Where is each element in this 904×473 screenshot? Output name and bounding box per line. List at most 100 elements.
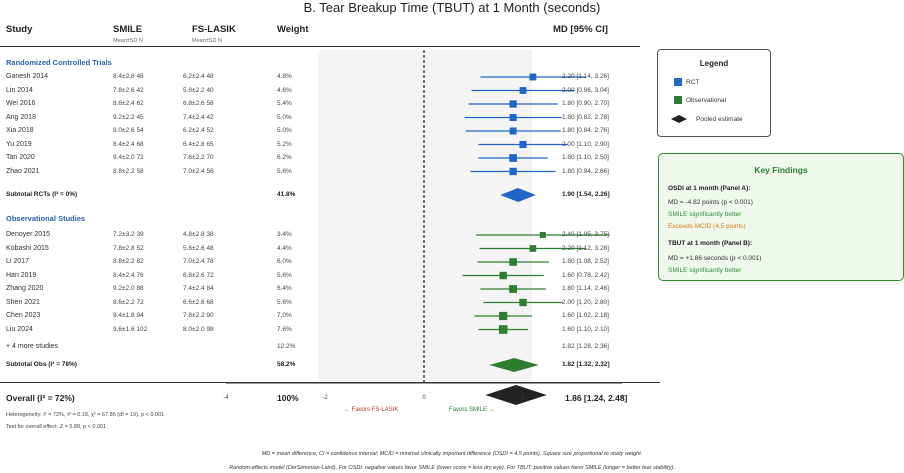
weight-value: 5.6% (277, 167, 292, 175)
smile-value: 8.6±2.4 62 (113, 100, 144, 107)
findings-tbut-better: SMILE significantly better (668, 267, 742, 274)
findings-osdi-md: MD = -4.82 points (p < 0.001) (668, 199, 753, 206)
subtotal-rct-ci: 1.90 [1.54, 2.26] (562, 191, 610, 198)
findings-osdi-better: SMILE significantly better (668, 211, 742, 218)
ci-text: 1.80 [1.10, 2.50] (562, 154, 609, 161)
legend-pooled-diamond (671, 115, 687, 123)
ci-text: 1.60 [0.78, 2.42] (562, 271, 609, 279)
x-tick-label: 2 (521, 395, 525, 401)
smile-value: 8.8±2.2 82 (113, 258, 144, 265)
fs-lasik-value: 7.6±2.2 70 (183, 154, 214, 161)
overall-ci: 1.86 [1.24, 2.48] (565, 393, 628, 403)
study-name: Chen 2023 (6, 312, 41, 319)
legend-obs-label: Observational (686, 97, 727, 104)
ci-text: 2.20 [1.14, 3.26] (562, 73, 609, 80)
fs-lasik-value: 7.0±2.4 56 (183, 167, 214, 175)
header-weight: Weight (277, 24, 309, 35)
study-square (519, 87, 527, 94)
more-studies-weight: 12.2% (277, 343, 296, 350)
study-square (529, 245, 537, 252)
fs-lasik-value: 7.8±2.2 90 (183, 312, 214, 319)
chart-title: B. Tear Breakup Time (TBUT) at 1 Month (… (303, 0, 601, 15)
weight-value: 4.8% (277, 73, 292, 80)
weight-value: 5.6% (277, 298, 292, 306)
fs-lasik-value: 5.6±2.6 48 (183, 244, 214, 252)
weight-value: 5.0% (277, 113, 292, 121)
weight-value: 6.0% (277, 258, 292, 265)
overall-rule (0, 382, 660, 383)
footnote-abbrev: MD = mean difference; CI = confidence in… (261, 451, 643, 457)
subtotal-obs-label: Subtotal Obs (I² = 78%) (6, 361, 77, 368)
ci-text: 1.80 [0.84, 2.76] (562, 127, 609, 134)
header-fs-sub: Mean±SD N (192, 38, 222, 44)
smile-value: 7.8±2.6 42 (113, 86, 144, 94)
weight-value: 4.6% (277, 86, 292, 94)
footnote-model: Random-effects model (DerSimonian-Laird)… (229, 465, 675, 471)
fs-lasik-value: 7.4±2.4 84 (183, 285, 214, 292)
smile-value: 7.2±3.2 39 (113, 231, 144, 238)
study-name: Kobashi 2015 (6, 244, 49, 252)
study-name: Li 2017 (6, 258, 29, 265)
study-square (509, 100, 517, 108)
ci-text: 2.00 [1.20, 2.80] (562, 298, 609, 306)
study-square (509, 258, 517, 266)
study-name: Zhang 2020 (6, 285, 44, 292)
study-square (509, 285, 518, 293)
weight-value: 5.2% (277, 140, 292, 148)
findings-osdi-mcid: Exceeds MCID (4.5 points) (668, 223, 746, 230)
header-study: Study (6, 24, 33, 35)
smile-value: 8.4±2.4 68 (113, 140, 144, 148)
weight-value: 5.4% (277, 100, 292, 107)
legend-title: Legend (699, 59, 729, 68)
findings-tbut-heading: TBUT at 1 month (Panel B): (668, 240, 753, 247)
subtotal-rct-diamond (500, 188, 536, 202)
fs-lasik-value: 6.4±2.8 65 (183, 140, 214, 148)
fs-lasik-value: 4.8±2.8 38 (183, 231, 214, 238)
header-smile: SMILE (113, 24, 143, 35)
overall-weight: 100% (277, 393, 299, 403)
x-tick-label: 4 (620, 395, 624, 401)
ci-text: 1.60 [1.02, 2.18] (562, 312, 609, 319)
ci-text: 1.80 [1.08, 2.52] (562, 258, 609, 265)
subtotal-rct-label: Subtotal RCTs (I² = 0%) (6, 191, 78, 198)
overall-label: Overall (I² = 72%) (6, 393, 75, 403)
fs-lasik-value: 6.6±2.6 68 (183, 298, 214, 306)
overall-diamond (485, 385, 547, 405)
study-name: Yu 2019 (6, 140, 32, 148)
study-square (509, 127, 517, 135)
study-square (509, 154, 517, 162)
study-name: Liu 2024 (6, 325, 33, 333)
study-square (509, 167, 517, 176)
smile-value: 8.8±2.2 58 (113, 167, 144, 175)
smile-value: 9.2±2.0 88 (113, 285, 144, 292)
ci-text: 2.00 [1.10, 2.90] (562, 140, 609, 148)
smile-value: 9.4±2.0 72 (113, 154, 144, 161)
study-name: Shen 2021 (6, 298, 40, 306)
section-heading-rct: Randomized Controlled Trials (6, 58, 112, 67)
fs-lasik-value: 8.0±2.0 98 (183, 325, 214, 333)
overall-test-text: Test for overall effect: Z = 5.88, p < 0… (6, 424, 107, 430)
more-studies-ci: 1.82 [1.28, 2.36] (562, 343, 609, 350)
study-name: Ang 2018 (6, 113, 36, 121)
study-name: Han 2019 (6, 271, 37, 279)
legend-box: Legend RCT Observational Pooled estimate (657, 49, 771, 137)
header-rule (0, 46, 640, 47)
ci-text: 1.80 [0.90, 2.70] (562, 100, 609, 107)
subtotal-obs-diamond (489, 358, 539, 372)
favors-smile-label: Favors SMILE → (449, 407, 495, 413)
study-name: Zhao 2021 (6, 167, 40, 175)
smile-value: 7.8±2.8 52 (113, 244, 144, 252)
weight-value: 5.0% (277, 127, 292, 134)
ci-text: 1.80 [0.82, 2.78] (562, 113, 609, 121)
weight-value: 3.4% (277, 231, 292, 238)
legend-rct-swatch (674, 78, 682, 86)
study-square (519, 140, 527, 149)
smile-value: 9.4±1.8 94 (113, 312, 144, 319)
ci-text: 2.40 [1.05, 3.75] (562, 231, 609, 238)
findings-tbut-md: MD = +1.86 seconds (p < 0.001) (668, 255, 762, 262)
smile-value: 8.4±2.8 48 (113, 73, 144, 80)
weight-value: 4.4% (277, 244, 292, 252)
study-square (499, 311, 508, 321)
fs-lasik-value: 5.8±2.2 40 (183, 86, 214, 94)
